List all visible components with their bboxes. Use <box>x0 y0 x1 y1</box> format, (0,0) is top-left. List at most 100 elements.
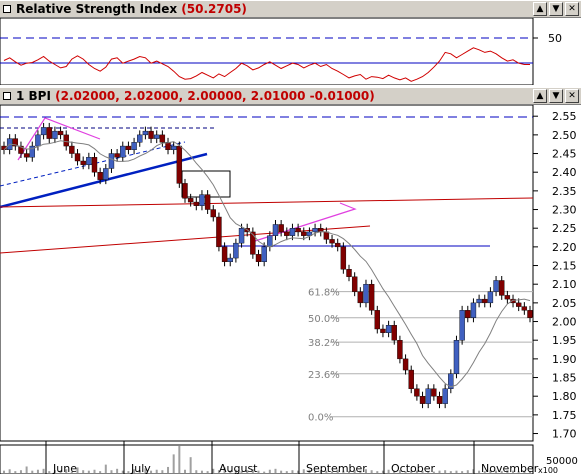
volume-bar <box>121 470 124 473</box>
volume-bar <box>116 468 119 473</box>
volume-bar <box>48 471 51 473</box>
y-tick-label: 1.75 <box>552 409 577 422</box>
fib-level-label: 38.2% <box>308 338 340 349</box>
candle-body <box>29 145 35 158</box>
candle-body <box>470 302 477 319</box>
price-title: 1 BPI (2.02000, 2.02000, 2.00000, 2.0100… <box>16 89 375 103</box>
candle-body <box>351 276 358 292</box>
close-panel-button[interactable]: ✕ <box>565 2 579 16</box>
y-tick-label: 1.90 <box>552 353 577 366</box>
candle-body <box>80 160 86 165</box>
candle-body <box>521 306 528 311</box>
volume-bar <box>93 469 96 473</box>
candle-body <box>114 153 120 158</box>
volume-bar <box>14 471 17 473</box>
volume-bar <box>217 470 220 473</box>
red-trendline-upper <box>0 197 534 208</box>
volume-bar <box>449 471 452 473</box>
candle-body <box>204 194 211 210</box>
candle-body <box>148 130 154 139</box>
candle-body <box>12 138 19 147</box>
volume-bar <box>144 468 147 473</box>
volume-bar <box>110 470 113 473</box>
candle-body <box>216 216 222 248</box>
candle-body <box>340 246 347 270</box>
candle-body <box>493 280 499 292</box>
move-down-button[interactable]: ▼ <box>549 2 563 16</box>
volume-bar <box>517 471 520 473</box>
candle-body <box>357 291 364 304</box>
volume-bar <box>438 470 441 473</box>
y-tick-label: 2.15 <box>552 260 577 273</box>
volume-bar <box>342 470 345 473</box>
candle-body <box>170 145 177 150</box>
move-down-button[interactable]: ▼ <box>549 89 563 103</box>
price-titlebar[interactable]: 1 BPI (2.02000, 2.02000, 2.00000, 2.0100… <box>0 87 581 105</box>
candle-body <box>448 373 454 389</box>
volume-bar <box>455 470 458 473</box>
pennant-pattern <box>17 117 101 161</box>
volume-bar <box>19 470 22 473</box>
wedge-pattern <box>254 202 357 242</box>
rsi-titlebar[interactable]: Relative Strength Index (50.2705) ▲ ▼ ✕ <box>0 0 581 18</box>
volume-bar <box>297 470 300 473</box>
candle-body <box>334 242 341 248</box>
volume-multiplier: x100 <box>538 466 558 474</box>
volume-bar <box>500 471 503 473</box>
move-up-button[interactable]: ▲ <box>533 89 547 103</box>
volume-bar <box>138 470 141 473</box>
volume-bar <box>489 470 492 473</box>
candle-body <box>504 295 511 300</box>
volume-bar <box>483 471 486 473</box>
y-tick-label: 2.05 <box>552 297 577 310</box>
candle-body <box>476 298 482 304</box>
move-up-button[interactable]: ▲ <box>533 2 547 16</box>
candle-body <box>108 153 115 169</box>
candle-body <box>137 134 143 143</box>
panel-menu-icon[interactable] <box>3 92 11 100</box>
candle-body <box>182 183 188 199</box>
rsi-title: Relative Strength Index (50.2705) <box>16 2 247 16</box>
candle-body <box>436 396 443 404</box>
volume-bar <box>348 471 351 473</box>
uptrend-line <box>0 152 208 209</box>
panel-menu-icon[interactable] <box>3 5 11 13</box>
volume-bar <box>240 471 243 473</box>
volume-bar <box>31 470 34 473</box>
candle-body <box>442 388 448 404</box>
volume-bar <box>189 457 192 473</box>
fib-level-label: 61.8% <box>308 288 340 299</box>
x-tick-label: June <box>52 462 77 474</box>
volume-bar <box>398 470 401 473</box>
volume-bar <box>376 471 379 473</box>
candle-body <box>131 142 137 150</box>
candle-body <box>165 142 171 150</box>
candle-body <box>238 227 245 244</box>
volume-bar <box>432 471 435 473</box>
volume-bar <box>104 464 107 473</box>
volume-bar <box>87 470 90 473</box>
volume-bar <box>70 471 73 473</box>
volume-bar <box>195 470 198 473</box>
candle-body <box>306 231 313 236</box>
candle-body <box>323 231 330 240</box>
close-panel-button[interactable]: ✕ <box>565 89 579 103</box>
volume-bar <box>472 469 475 473</box>
volume-bar <box>133 469 136 473</box>
x-tick-label: September <box>306 462 367 474</box>
volume-bar <box>370 470 373 473</box>
volume-bar <box>234 469 237 473</box>
candle-body <box>459 310 465 341</box>
candle-body <box>397 339 403 360</box>
volume-bar <box>523 470 526 473</box>
candle-body <box>363 283 369 304</box>
x-tick-label: November <box>481 462 539 474</box>
volume-bar <box>478 470 481 473</box>
volume-bar <box>172 454 175 473</box>
candle-body <box>391 325 397 341</box>
y-tick-label: 1.70 <box>552 428 577 441</box>
volume-bar <box>325 470 328 473</box>
volume-bar <box>461 471 464 473</box>
candle-body <box>125 145 132 150</box>
volume-bar <box>319 470 322 473</box>
